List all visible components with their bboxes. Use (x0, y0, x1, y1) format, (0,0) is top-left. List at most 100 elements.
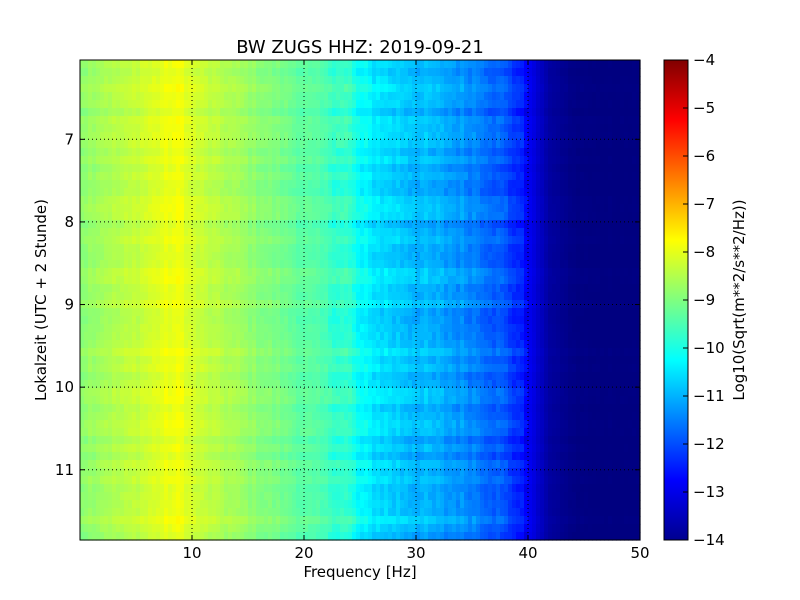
heatmap-cell (396, 116, 401, 125)
heatmap-cell (108, 252, 113, 261)
heatmap-cell (620, 220, 625, 229)
heatmap-cell (300, 332, 305, 341)
heatmap-cell (616, 268, 621, 277)
heatmap-cell (268, 204, 273, 213)
heatmap-cell (132, 228, 137, 237)
heatmap-cell (148, 116, 153, 125)
heatmap-cell (160, 60, 165, 69)
heatmap-cell (444, 220, 449, 229)
heatmap-cell (104, 244, 109, 253)
heatmap-cell (312, 76, 317, 85)
heatmap-cell (508, 172, 513, 181)
heatmap-cell (420, 268, 425, 277)
heatmap-cell (320, 244, 325, 253)
heatmap-cell (520, 92, 525, 101)
heatmap-cell (556, 100, 561, 109)
heatmap-cell (544, 204, 549, 213)
heatmap-cell (252, 132, 257, 141)
heatmap-cell (276, 236, 281, 245)
heatmap-cell (168, 340, 173, 349)
heatmap-cell (576, 324, 581, 333)
heatmap-cell (620, 316, 625, 325)
heatmap-cell (504, 116, 509, 125)
heatmap-cell (488, 156, 493, 165)
heatmap-cell (636, 68, 641, 77)
heatmap-cell (556, 308, 561, 317)
heatmap-cell (440, 292, 445, 301)
heatmap-cell (376, 244, 381, 253)
heatmap-cell (92, 172, 97, 181)
heatmap-cell (560, 284, 565, 293)
heatmap-cell (236, 172, 241, 181)
heatmap-cell (468, 300, 473, 309)
heatmap-cell (600, 228, 605, 237)
heatmap-cell (276, 292, 281, 301)
heatmap-cell (264, 244, 269, 253)
heatmap-cell (536, 292, 541, 301)
heatmap-cell (552, 228, 557, 237)
heatmap-cell (208, 116, 213, 125)
heatmap-cell (328, 316, 333, 325)
heatmap-cell (512, 292, 517, 301)
heatmap-cell (244, 140, 249, 149)
heatmap-cell (360, 188, 365, 197)
heatmap-cell (572, 324, 577, 333)
heatmap-cell (400, 60, 405, 69)
heatmap-cell (328, 100, 333, 109)
heatmap-cell (632, 196, 637, 205)
heatmap-cell (452, 124, 457, 133)
heatmap-cell (448, 244, 453, 253)
heatmap-cell (236, 332, 241, 341)
heatmap-cell (524, 132, 529, 141)
heatmap-cell (436, 332, 441, 341)
heatmap-cell (156, 308, 161, 317)
heatmap-cell (400, 148, 405, 157)
heatmap-cell (204, 140, 209, 149)
heatmap-cell (320, 252, 325, 261)
heatmap-cell (336, 84, 341, 93)
heatmap-cell (220, 132, 225, 141)
heatmap-cell (232, 148, 237, 157)
heatmap-cell (100, 180, 105, 189)
heatmap-cell (144, 196, 149, 205)
heatmap-cell (436, 284, 441, 293)
heatmap-cell (508, 84, 513, 93)
heatmap-cell (460, 164, 465, 173)
heatmap-cell (80, 140, 85, 149)
heatmap-cell (472, 244, 477, 253)
heatmap-cell (508, 292, 513, 301)
heatmap-cell (360, 116, 365, 125)
heatmap-cell (472, 300, 477, 309)
heatmap-cell (616, 116, 621, 125)
heatmap-cell (132, 92, 137, 101)
heatmap-cell (568, 260, 573, 269)
heatmap-cell (124, 188, 129, 197)
heatmap-cell (172, 276, 177, 285)
heatmap-cell (224, 300, 229, 309)
heatmap-cell (416, 108, 421, 117)
heatmap-cell (484, 172, 489, 181)
heatmap-cell (328, 196, 333, 205)
heatmap-cell (92, 276, 97, 285)
heatmap-cell (512, 308, 517, 317)
heatmap-cell (192, 228, 197, 237)
heatmap-cell (400, 316, 405, 325)
heatmap-cell (276, 156, 281, 165)
heatmap-cell (160, 156, 165, 165)
heatmap-cell (136, 100, 141, 109)
heatmap-cell (560, 100, 565, 109)
heatmap-cell (144, 92, 149, 101)
heatmap-cell (136, 196, 141, 205)
heatmap-cell (264, 132, 269, 141)
heatmap-cell (240, 268, 245, 277)
heatmap-cell (528, 60, 533, 69)
heatmap-cell (432, 124, 437, 133)
heatmap-cell (376, 172, 381, 181)
heatmap-cell (512, 172, 517, 181)
heatmap-cell (364, 156, 369, 165)
heatmap-cell (332, 220, 337, 229)
heatmap-cell (320, 92, 325, 101)
heatmap-cell (356, 332, 361, 341)
heatmap-cell (456, 108, 461, 117)
heatmap-cell (380, 84, 385, 93)
